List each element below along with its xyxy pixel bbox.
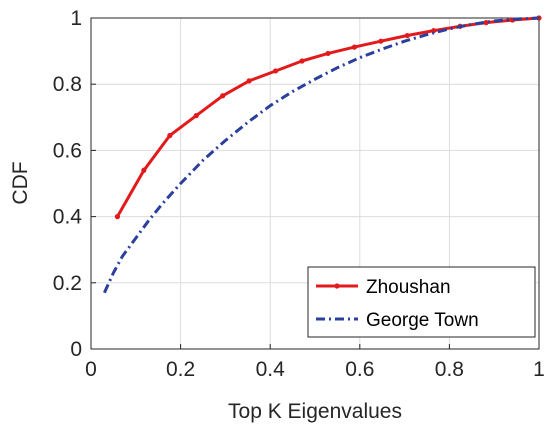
series-layer (103, 15, 542, 294)
x-tick-label: 0 (85, 358, 97, 381)
legend-label-zhoushan: Zhoushan (366, 277, 451, 298)
y-tick-label: 0.2 (53, 272, 82, 295)
y-tick-label: 0 (70, 338, 82, 361)
x-tick-label: 0.6 (345, 358, 374, 381)
data-point-zhoushan (114, 214, 121, 220)
data-point-zhoushan (167, 132, 173, 139)
data-point-zhoushan (299, 58, 305, 64)
y-axis-label: CDF (9, 161, 32, 204)
x-tick-label: 0.8 (435, 358, 464, 381)
x-tick-label: 0.4 (256, 358, 286, 381)
data-point-zhoushan (141, 167, 147, 173)
y-tick-label: 0.4 (53, 206, 83, 229)
y-tick-label: 0.6 (53, 139, 82, 162)
x-axis-label: Top K Eigenvalues (228, 400, 402, 423)
data-point-zhoushan (351, 44, 358, 50)
legend-marker-zhoushan (334, 283, 340, 289)
legend: Zhoushan George Town (307, 266, 536, 338)
data-point-zhoushan (193, 113, 199, 119)
plot-area-frame (90, 17, 540, 350)
legend-label-george-town: George Town (366, 310, 479, 331)
y-tick-label: 1 (70, 7, 82, 30)
series-line-george-town (103, 16, 540, 294)
data-point-zhoushan (272, 68, 279, 74)
data-point-zhoushan (404, 32, 410, 39)
data-point-zhoushan (246, 78, 252, 84)
data-point-zhoushan (483, 20, 489, 26)
axis-ticks: 0 0.2 0.4 0.6 0.8 1 0 0.2 0.4 0.6 0.8 1 (53, 7, 545, 381)
x-tick-label: 1 (533, 358, 545, 381)
data-point-zhoushan (220, 93, 226, 99)
legend-box (307, 266, 536, 338)
data-point-zhoushan (325, 50, 331, 57)
data-point-zhoushan (378, 38, 384, 44)
x-tick-label: 0.2 (166, 358, 195, 381)
y-tick-label: 0.8 (53, 73, 82, 96)
